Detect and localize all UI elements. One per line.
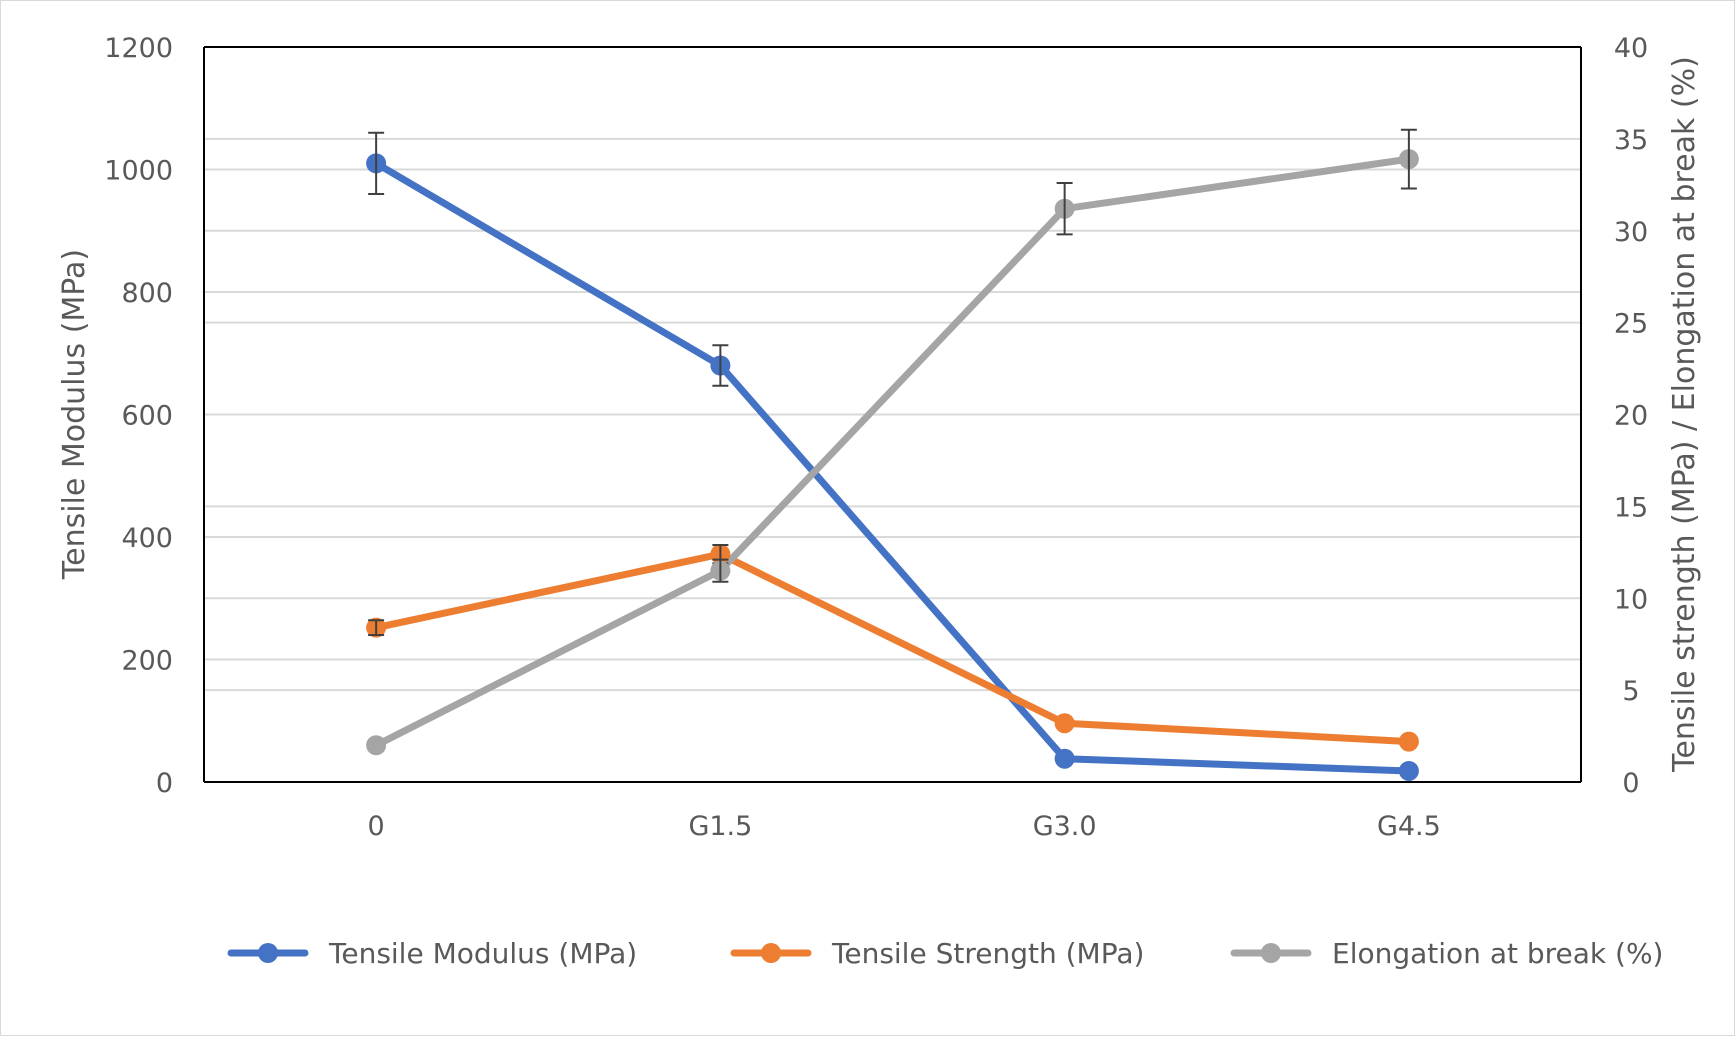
left-tick-label: 1000	[104, 156, 173, 187]
x-tick-label: G1.5	[688, 811, 752, 842]
data-point	[366, 735, 387, 756]
series-line	[372, 155, 1413, 749]
axes	[203, 46, 1582, 783]
right-tick-label: 35	[1614, 125, 1648, 156]
right-tick-label: 5	[1622, 676, 1639, 707]
data-point	[1398, 760, 1419, 781]
legend-label: Tensile Modulus (MPa)	[328, 937, 637, 970]
right-tick-label: 40	[1614, 33, 1648, 64]
legend: Tensile Modulus (MPa) Tensile Strength (M…	[227, 937, 1663, 970]
legend-item-2: Elongation at break (%)	[1230, 937, 1663, 970]
gridlines	[204, 137, 1581, 692]
legend-label: Elongation at break (%)	[1332, 937, 1663, 970]
legend-marker	[1261, 943, 1281, 963]
right-tick-label: 0	[1622, 768, 1639, 799]
series-0-markers	[366, 131, 1419, 781]
left-axis-title: Tensile Modulus (MPa)	[57, 249, 92, 580]
right-tick-label: 30	[1614, 217, 1648, 248]
legend-marker	[761, 943, 781, 963]
series-0	[372, 159, 1413, 775]
left-tick-label: 800	[121, 278, 173, 309]
legend-item-1: Tensile Strength (MPa)	[730, 937, 1144, 970]
data-point	[1398, 731, 1419, 752]
x-tick-label: G4.5	[1377, 811, 1441, 842]
x-axis-ticks: 0 G1.5 G3.0 G4.5	[368, 811, 1441, 842]
right-axis-title: Tensile strength (MPa) / Elongation at b…	[1667, 56, 1702, 773]
series-1-markers	[366, 543, 1419, 752]
left-axis-ticks: 0 200 400 600 800 1000 1200	[104, 33, 173, 799]
legend-marker	[258, 943, 278, 963]
left-tick-label: 400	[121, 523, 173, 554]
series	[366, 128, 1419, 781]
right-tick-label: 25	[1614, 309, 1648, 340]
data-point	[1054, 748, 1075, 769]
series-2-markers	[366, 128, 1419, 756]
legend-item-0: Tensile Modulus (MPa)	[227, 937, 637, 970]
left-tick-label: 0	[156, 768, 173, 799]
x-tick-label: G3.0	[1033, 811, 1097, 842]
series-line	[372, 159, 1413, 775]
series-2	[372, 155, 1413, 749]
right-tick-label: 15	[1614, 492, 1648, 523]
series-1	[372, 550, 1413, 746]
left-tick-label: 1200	[104, 33, 173, 64]
left-tick-label: 200	[121, 646, 173, 677]
right-tick-label: 10	[1614, 584, 1648, 615]
right-axis-ticks: 0 5 10 15 20 25 30 35 40	[1614, 33, 1648, 799]
left-tick-label: 600	[121, 401, 173, 432]
right-tick-label: 20	[1614, 401, 1648, 432]
x-tick-label: 0	[368, 811, 385, 842]
data-point	[1054, 713, 1075, 734]
legend-label: Tensile Strength (MPa)	[831, 937, 1144, 970]
series-line	[372, 550, 1413, 746]
